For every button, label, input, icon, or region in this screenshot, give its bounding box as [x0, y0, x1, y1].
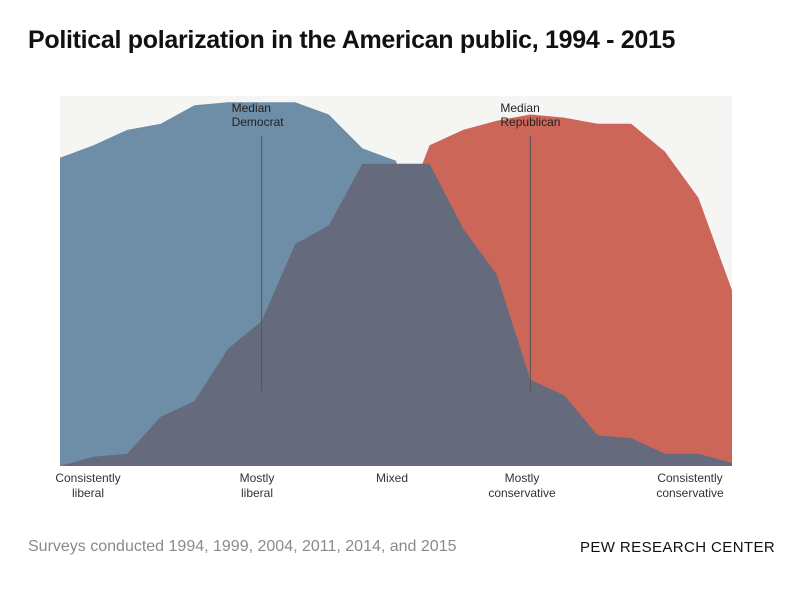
- series-area-2: [60, 163, 732, 467]
- x-tick-label-0: Consistently liberal: [55, 471, 120, 500]
- series-areas: [60, 102, 732, 467]
- chart-title: Political polarization in the American p…: [28, 26, 676, 54]
- source-brand: PEW RESEARCH CENTER: [580, 539, 776, 556]
- x-tick-label-2: Mixed: [376, 471, 408, 485]
- x-tick-labels: Consistently liberal Mostly liberal Mixed Mos…: [55, 471, 724, 500]
- median-label-1: Median Republican: [500, 101, 560, 129]
- survey-note: Surveys conducted 1994, 1999, 2004, 2011…: [28, 538, 457, 555]
- x-tick-label-3: Mostly conservative: [488, 471, 556, 500]
- median-markers: Median Democrat Median Republican: [232, 101, 560, 391]
- x-tick-label-1: Mostly liberal: [240, 471, 275, 500]
- x-tick-label-4: Consistently conservative: [656, 471, 724, 500]
- median-label-0: Median Democrat: [232, 101, 285, 129]
